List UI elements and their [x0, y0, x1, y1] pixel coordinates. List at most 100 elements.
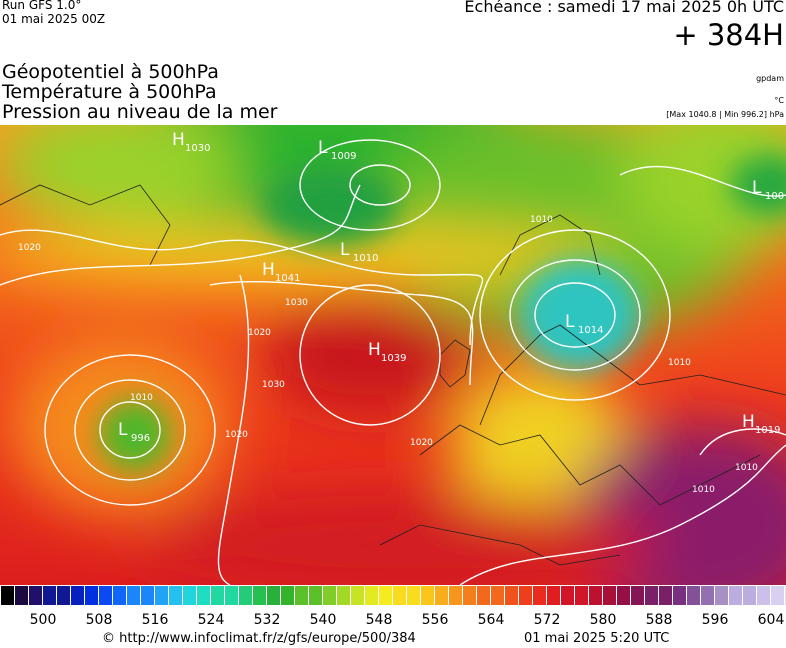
color-swatch [477, 586, 490, 605]
color-swatch [1, 586, 14, 605]
color-swatch [603, 586, 616, 605]
colorbar-tick-label: 508 [86, 612, 113, 627]
colorbar-tick-label: 556 [422, 612, 449, 627]
color-swatch [197, 586, 210, 605]
colorbar-tick-label: 604 [758, 612, 785, 627]
center-value: 1041 [275, 273, 300, 284]
center-symbol: L [318, 138, 328, 158]
center-symbol: H [172, 130, 185, 150]
unit-gpdam: gpdam [756, 74, 784, 83]
color-swatch [449, 586, 462, 605]
center-symbol: L [565, 312, 575, 332]
color-swatch [99, 586, 112, 605]
colorbar-tick-label: 580 [590, 612, 617, 627]
center-value: 100 [765, 191, 784, 202]
center-value: 1014 [578, 325, 603, 336]
footer-time: 01 mai 2025 5:20 UTC [524, 631, 670, 646]
color-swatch [127, 586, 140, 605]
center-value: 1009 [331, 151, 356, 162]
colorbar-tick-label: 572 [534, 612, 561, 627]
color-swatch [183, 586, 196, 605]
center-symbol: L [752, 178, 762, 198]
color-swatch [631, 586, 644, 605]
isobar-label: 1010 [130, 393, 153, 403]
isobar-label: 1020 [18, 243, 41, 253]
color-swatch [575, 586, 588, 605]
color-swatch [113, 586, 126, 605]
color-swatch [617, 586, 630, 605]
run: Run GFS 1.0° [2, 0, 82, 12]
center-symbol: H [262, 260, 275, 280]
center-value: 1039 [381, 353, 406, 364]
unit-celsius: °C [774, 96, 784, 105]
title-1: Géopotentiel à 500hPa [2, 61, 219, 83]
title-2: Température à 500hPa [2, 81, 217, 103]
color-swatch [561, 586, 574, 605]
color-swatch [155, 586, 168, 605]
center-symbol: H [742, 412, 755, 432]
color-swatch [393, 586, 406, 605]
color-swatch [281, 586, 294, 605]
color-swatch [71, 586, 84, 605]
isobar-label: 1020 [410, 438, 433, 448]
center-value: 1030 [185, 143, 210, 154]
color-swatch [673, 586, 686, 605]
isobar-label: 1030 [262, 380, 285, 390]
colorbar-tick-label: 500 [30, 612, 57, 627]
colorbar-tick-label: 596 [702, 612, 729, 627]
color-swatch [85, 586, 98, 605]
color-swatch [407, 586, 420, 605]
run-date: 01 mai 2025 00Z [2, 12, 106, 26]
color-swatch [701, 586, 714, 605]
isobar-label: 1010 [530, 215, 553, 225]
color-swatch [239, 586, 252, 605]
center-symbol: L [340, 240, 350, 260]
color-swatch [435, 586, 448, 605]
color-swatch [379, 586, 392, 605]
color-swatch [309, 586, 322, 605]
colorbar-tick-label: 524 [198, 612, 225, 627]
color-swatch [267, 586, 280, 605]
colorbar-tick-label: 532 [254, 612, 281, 627]
color-swatch [225, 586, 238, 605]
color-swatch [15, 586, 28, 605]
colorbar-tick-label: 540 [310, 612, 337, 627]
isobar-label: 1020 [248, 328, 271, 338]
color-swatch [771, 586, 784, 605]
title-3: Pression au niveau de la mer [2, 101, 278, 123]
center-value: 996 [131, 433, 150, 444]
color-swatch [533, 586, 546, 605]
footer-url: © http://www.infoclimat.fr/z/gfs/europe/… [102, 631, 416, 646]
color-swatch [337, 586, 350, 605]
color-swatch [645, 586, 658, 605]
color-swatch [743, 586, 756, 605]
color-swatch [57, 586, 70, 605]
color-swatch [505, 586, 518, 605]
isobar-label: 1030 [285, 298, 308, 308]
center-value: 1010 [353, 253, 378, 264]
color-swatch [253, 586, 266, 605]
echeance: Echéance : samedi 17 mai 2025 0h UTC [464, 0, 784, 16]
color-swatch [463, 586, 476, 605]
color-swatch [687, 586, 700, 605]
colorbar-tick-label: 548 [366, 612, 393, 627]
color-swatch [729, 586, 742, 605]
color-swatch [757, 586, 770, 605]
isobar-label: 1010 [668, 358, 691, 368]
center-symbol: H [368, 340, 381, 360]
color-swatch [659, 586, 672, 605]
colorbar-tick-label: 588 [646, 612, 673, 627]
color-swatch [211, 586, 224, 605]
isobar-label: 1020 [225, 430, 248, 440]
colorbar-tick-label: 564 [478, 612, 505, 627]
color-swatch [295, 586, 308, 605]
color-swatch [141, 586, 154, 605]
color-swatch [29, 586, 42, 605]
color-swatch [715, 586, 728, 605]
color-swatch [323, 586, 336, 605]
color-swatch [547, 586, 560, 605]
color-swatch [421, 586, 434, 605]
color-swatch [491, 586, 504, 605]
